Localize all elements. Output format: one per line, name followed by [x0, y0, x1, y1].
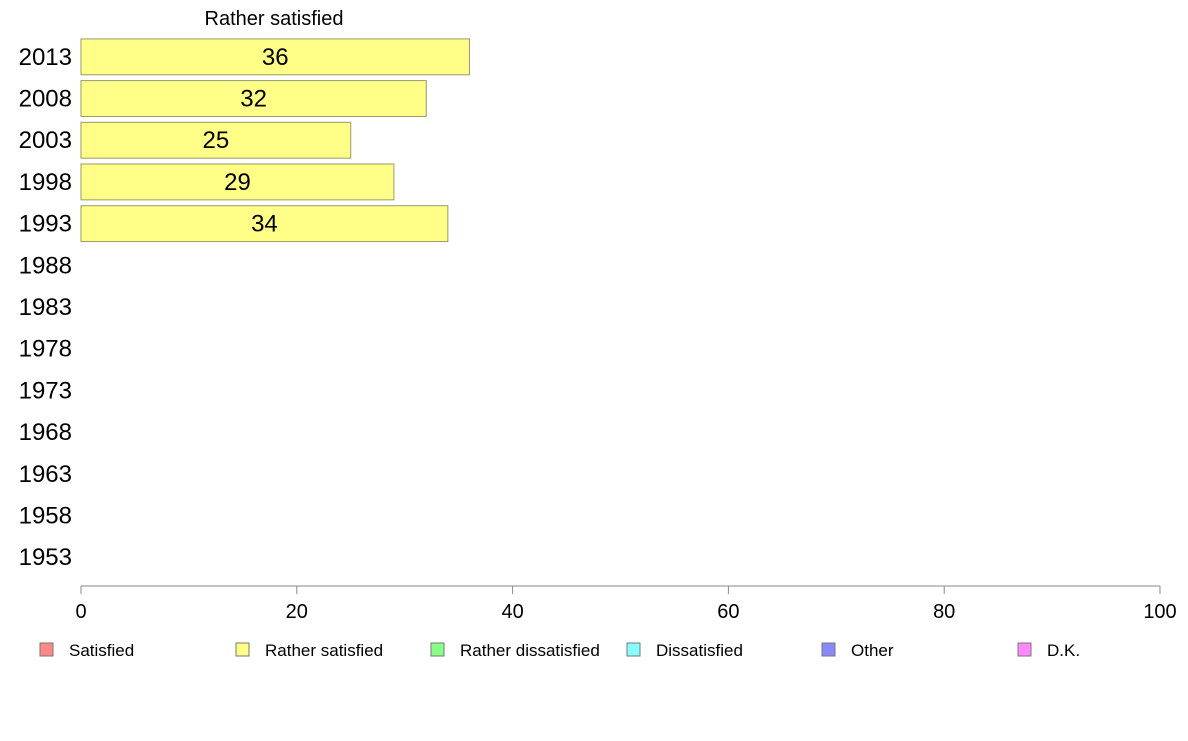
x-axis: 0 20 40 60 80 100 [75, 585, 1177, 623]
y-category-label: 1958 [19, 502, 72, 529]
y-category-label: 1953 [19, 544, 72, 571]
y-axis-category-labels: 2013 2008 2003 1998 1993 1988 1983 1978 1973 1968… [19, 44, 72, 571]
y-category-label: 2013 [19, 44, 72, 71]
bar-value-label-1993: 34 [251, 211, 278, 238]
x-tick-label: 80 [933, 601, 955, 623]
x-tick-label: 60 [717, 601, 739, 623]
legend-label: Dissatisfied [656, 641, 743, 660]
chart-title: Rather satisfied [205, 8, 344, 30]
bar-1993 [80, 205, 449, 243]
legend-swatch [39, 642, 54, 657]
bar-2013 [80, 38, 470, 76]
legend-swatch [821, 642, 836, 657]
legend-label: Satisfied [69, 641, 134, 660]
legend-label: Rather dissatisfied [460, 641, 600, 660]
legend-item: D.K. [1017, 641, 1080, 660]
legend-item: Satisfied [39, 641, 134, 660]
y-category-label: 1983 [19, 294, 72, 321]
legend-swatch [430, 642, 445, 657]
y-category-label: 1978 [19, 336, 72, 363]
bar-2003 [80, 121, 352, 159]
y-category-label: 1993 [19, 211, 72, 238]
x-tick-label: 40 [501, 601, 523, 623]
bars-layer [80, 38, 470, 243]
legend-item: Rather satisfied [235, 641, 383, 660]
y-category-label: 1988 [19, 252, 72, 279]
y-category-label: 1968 [19, 419, 72, 446]
bar-value-label-2013: 36 [262, 44, 289, 71]
legend-swatch [1017, 642, 1032, 657]
y-category-label: 2003 [19, 127, 72, 154]
bar-value-label-1998: 29 [224, 169, 251, 196]
legend-label: Other [851, 641, 894, 660]
legend-label: D.K. [1047, 641, 1080, 660]
legend-swatch [626, 642, 641, 657]
legend: Satisfied Rather satisfied Rather dissatis… [39, 641, 1080, 660]
bar-value-label-2003: 25 [203, 127, 230, 154]
y-category-label: 1963 [19, 461, 72, 488]
legend-label: Rather satisfied [265, 641, 383, 660]
x-tick-label: 20 [286, 601, 308, 623]
legend-item: Rather dissatisfied [430, 641, 600, 660]
bar-1998 [80, 163, 395, 201]
y-category-label: 2008 [19, 86, 72, 113]
bar-2008 [80, 80, 427, 117]
legend-item: Other [821, 641, 894, 660]
x-tick-label: 0 [75, 601, 86, 623]
legend-item: Dissatisfied [626, 641, 743, 660]
y-category-label: 1973 [19, 377, 72, 404]
y-category-label: 1998 [19, 169, 72, 196]
legend-swatch [235, 642, 250, 657]
bar-value-label-2008: 32 [240, 86, 267, 113]
x-tick-label: 100 [1143, 601, 1176, 623]
